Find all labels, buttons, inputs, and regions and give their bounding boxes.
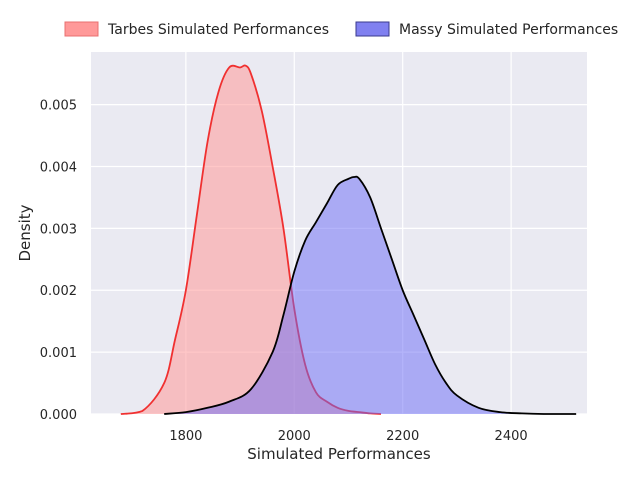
x-tick-label: 2200 <box>386 429 419 444</box>
x-tick-label: 2000 <box>278 429 311 444</box>
legend: Tarbes Simulated Performances Massy Simu… <box>64 21 618 38</box>
density-area-massy <box>164 176 577 414</box>
x-tick-label: 2400 <box>495 429 528 444</box>
y-axis-label: Density <box>16 204 34 261</box>
y-tick-label: 0.002 <box>40 284 77 299</box>
y-tick-label: 0.005 <box>40 99 77 114</box>
y-tick-label: 0.004 <box>40 160 77 175</box>
y-tick-label: 0.003 <box>40 222 77 237</box>
density-line-massy <box>164 175 577 415</box>
legend-swatch-tarbes <box>64 21 99 37</box>
density-area-tarbes <box>120 65 382 414</box>
x-axis-ticks: 1800 2000 2200 2400 <box>169 429 527 444</box>
y-tick-label: 0.001 <box>40 346 77 361</box>
series-layer <box>120 64 577 415</box>
legend-swatch-massy <box>355 21 390 37</box>
y-axis-ticks: 0.000 0.001 0.002 0.003 0.004 0.005 <box>40 99 77 423</box>
y-tick-label: 0.000 <box>40 408 77 423</box>
legend-label-tarbes: Tarbes Simulated Performances <box>107 22 329 38</box>
legend-label-massy: Massy Simulated Performances <box>399 22 618 38</box>
x-axis-label: Simulated Performances <box>247 445 431 463</box>
x-tick-label: 1800 <box>169 429 202 444</box>
